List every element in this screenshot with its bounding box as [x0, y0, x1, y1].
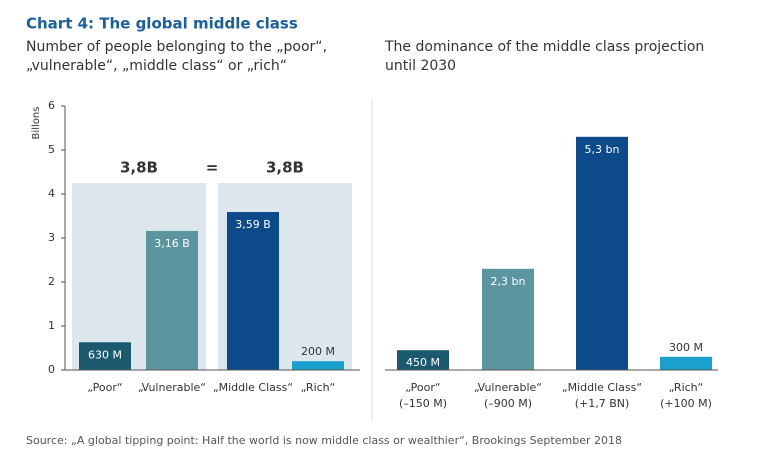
y-tick-label: 2	[48, 275, 55, 288]
annotation: =	[206, 159, 219, 177]
value-label: 3,16 B	[154, 237, 190, 250]
y-tick-label: 4	[48, 187, 55, 200]
x-tick-label: „Rich“	[301, 381, 336, 394]
x-tick-label: „Vulnerable“	[138, 381, 206, 394]
bar	[79, 342, 131, 370]
value-label: 5,3 bn	[585, 143, 620, 156]
y-tick-label: 0	[48, 363, 55, 376]
y-tick-label: 6	[48, 99, 55, 112]
annotation: 3,8B	[266, 159, 304, 177]
x-tick-label: „Rich“	[669, 381, 704, 394]
value-label: 300 M	[669, 341, 703, 354]
bar	[397, 350, 449, 370]
y-tick-label: 1	[48, 319, 55, 332]
source: Source: „A global tipping point: Half th…	[26, 434, 622, 447]
x-tick-label: (–900 M)	[484, 397, 532, 410]
value-label: 630 M	[88, 348, 122, 361]
value-label: 2,3 bn	[491, 275, 526, 288]
bar	[146, 230, 198, 370]
chart-title: Chart 4: The global middle class	[26, 15, 298, 33]
y-axis-label: Billons	[31, 107, 42, 140]
bar	[292, 361, 344, 370]
bar	[227, 212, 279, 370]
x-tick-label: (+1,7 BN)	[575, 397, 630, 410]
y-tick-label: 5	[48, 143, 55, 156]
x-tick-label: (–150 M)	[399, 397, 447, 410]
x-tick-label: „Vulnerable“	[474, 381, 542, 394]
value-label: 3,59 B	[235, 218, 271, 231]
subtitle: until 2030	[385, 58, 456, 74]
x-tick-label: (+100 M)	[660, 397, 712, 410]
x-tick-label: „Poor“	[87, 381, 122, 394]
y-tick-label: 3	[48, 231, 55, 244]
x-tick-label: „Middle Class“	[562, 381, 642, 394]
bar	[660, 356, 712, 370]
value-label: 450 M	[406, 356, 440, 369]
annotation: 3,8B	[120, 159, 158, 177]
subtitle: The dominance of the middle class projec…	[384, 39, 704, 55]
bar	[576, 136, 628, 370]
value-label: 200 M	[301, 345, 335, 358]
bar	[482, 268, 534, 370]
subtitle: Number of people belonging to the „poor“…	[26, 39, 327, 55]
x-tick-label: „Poor“	[405, 381, 440, 394]
x-tick-label: „Middle Class“	[213, 381, 293, 394]
subtitle: „vulnerable“, „middle class“ or „rich“	[26, 58, 287, 74]
